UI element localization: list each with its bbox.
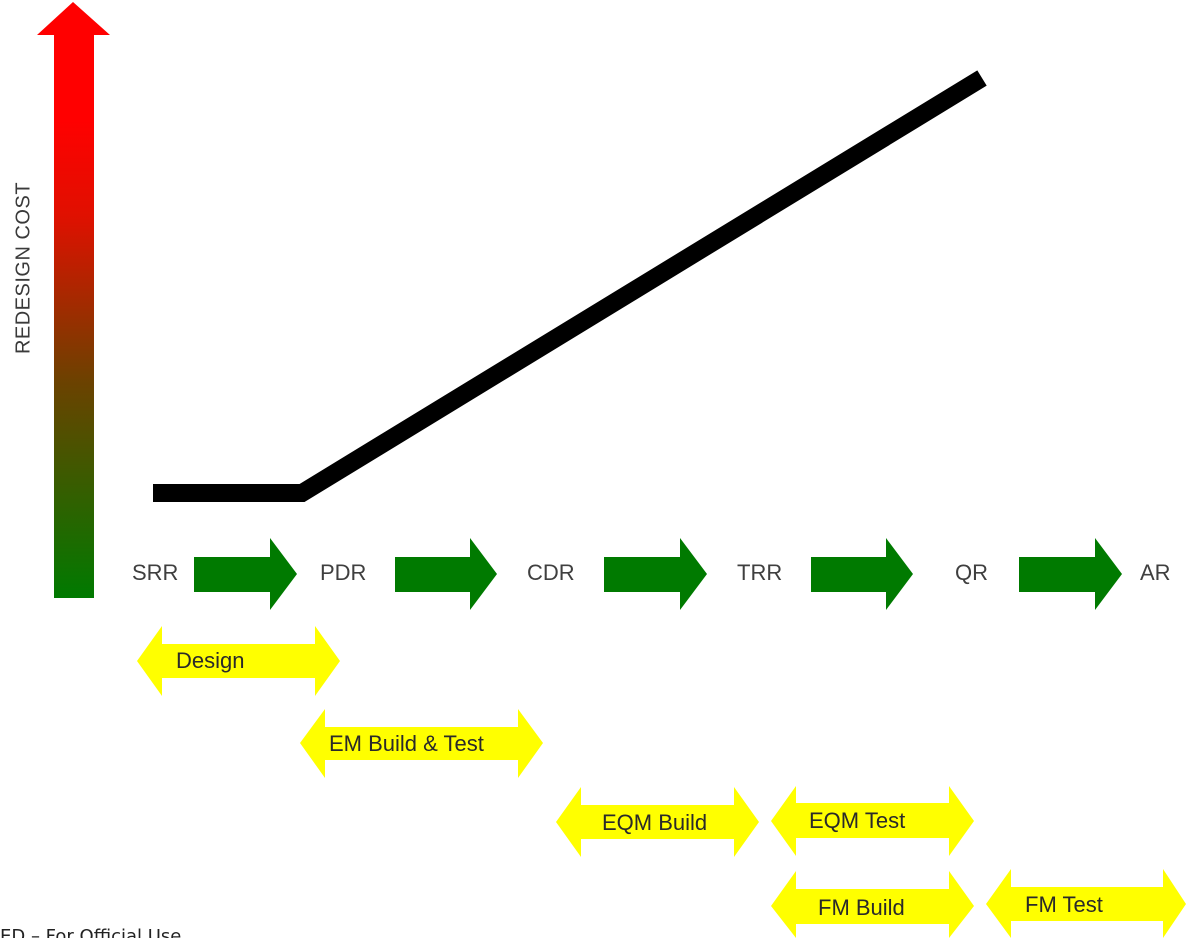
phase-arrow-eqm-build	[556, 787, 759, 857]
milestone-trr: TRR	[737, 560, 783, 585]
milestone-arrow	[811, 538, 913, 610]
phase-label-eqm-test: EQM Test	[809, 808, 906, 833]
milestone-srr: SRR	[132, 560, 179, 585]
milestone-arrow	[194, 538, 297, 610]
cost-axis-arrowhead	[37, 2, 110, 122]
phase-arrow-fm-build	[771, 871, 974, 938]
cost-axis-shaft	[54, 120, 94, 598]
y-axis-label: REDESIGN COST	[12, 181, 35, 355]
phase-arrow-em-build-test	[300, 709, 543, 778]
milestone-arrow	[604, 538, 707, 610]
phase-arrow-eqm-test	[771, 786, 974, 856]
milestone-arrow	[1019, 538, 1122, 610]
milestone-pdr: PDR	[320, 560, 367, 585]
phase-arrow-fm-test	[986, 869, 1186, 938]
redesign-cost-axis-arrow	[37, 2, 110, 598]
phase-label-design: Design	[176, 648, 245, 673]
phase-arrows	[137, 626, 1186, 938]
phase-label-fm-build: FM Build	[818, 895, 905, 920]
milestone-arrow	[395, 538, 497, 610]
milestone-qr: QR	[955, 560, 988, 585]
footer-note: ED – For Official Use	[0, 926, 182, 938]
phase-label-eqm-build: EQM Build	[602, 810, 708, 835]
phase-arrow-design	[137, 626, 340, 696]
phase-label-fm-test: FM Test	[1025, 892, 1103, 917]
phase-label-em-build-test: EM Build & Test	[329, 731, 484, 756]
milestone-arrows	[194, 538, 1122, 610]
redesign-cost-line	[153, 70, 987, 502]
milestone-cdr: CDR	[527, 560, 575, 585]
milestone-ar: AR	[1140, 560, 1171, 585]
